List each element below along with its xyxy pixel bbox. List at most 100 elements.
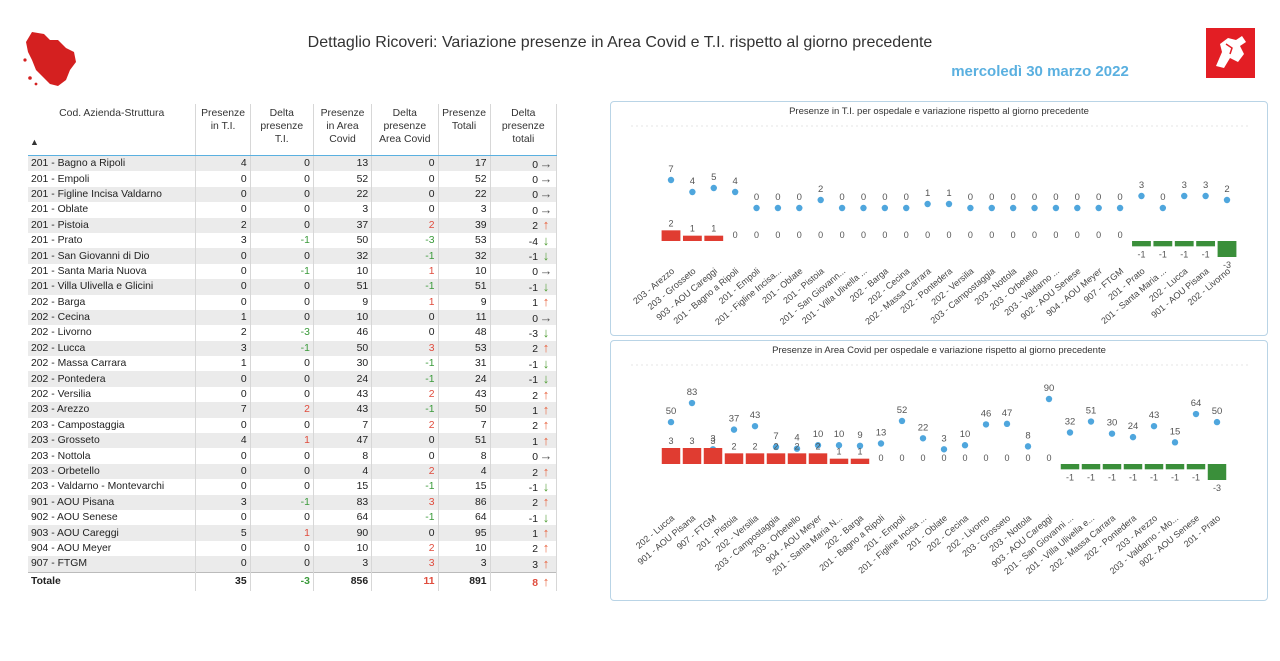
table-row[interactable]: 203 - Orbetello 0 0 4 2 4 2 ↑ bbox=[28, 463, 558, 480]
dot-point[interactable] bbox=[710, 184, 717, 192]
table-row[interactable]: 201 - Empoli 0 0 52 0 52 0 → bbox=[28, 171, 558, 187]
column-header-delta-totali[interactable]: Delta presenze totali bbox=[490, 104, 558, 156]
table-row[interactable]: 203 - Grosseto 4 1 47 0 51 1 ↑ bbox=[28, 433, 558, 449]
table-row[interactable]: 907 - FTGM 0 0 3 3 3 3 ↑ bbox=[28, 556, 558, 573]
table-row[interactable]: 201 - Prato 3 -1 50 -3 53 -4 ↓ bbox=[28, 232, 558, 249]
table-row[interactable]: 201 - San Giovanni di Dio 0 0 32 -1 32 -1 ↓ bbox=[28, 248, 558, 264]
table-row[interactable]: 202 - Livorno 2 -3 46 0 48 -3 ↓ bbox=[28, 325, 558, 341]
dot-point[interactable] bbox=[1052, 204, 1060, 212]
table-row[interactable]: 202 - Barga 0 0 9 1 9 1 ↑ bbox=[28, 294, 558, 310]
dot-point[interactable] bbox=[1066, 429, 1074, 436]
delta-bar[interactable] bbox=[661, 230, 681, 241]
dot-point[interactable] bbox=[1223, 196, 1231, 204]
table-row[interactable]: 203 - Arezzo 7 2 43 -1 50 1 ↑ bbox=[28, 402, 558, 418]
dot-point[interactable] bbox=[838, 204, 846, 212]
delta-bar[interactable] bbox=[1102, 464, 1122, 470]
table-row[interactable]: 201 - Oblate 0 0 3 0 3 0 → bbox=[28, 202, 558, 218]
column-header-struttura[interactable]: Cod. Azienda-Struttura ▲ bbox=[28, 104, 197, 156]
dot-point[interactable] bbox=[898, 417, 906, 425]
delta-bar[interactable] bbox=[850, 458, 870, 464]
table-row[interactable]: 201 - Santa Maria Nuova 0 -1 10 1 10 0 → bbox=[28, 263, 558, 280]
dot-point[interactable] bbox=[1108, 430, 1116, 437]
delta-bar[interactable] bbox=[1144, 464, 1164, 470]
delta-bar[interactable] bbox=[1060, 464, 1080, 470]
dot-point[interactable] bbox=[1213, 418, 1221, 426]
delta-bar[interactable] bbox=[682, 235, 702, 241]
dot-point[interactable] bbox=[1159, 204, 1167, 212]
column-header-delta-ti[interactable]: Delta presenze T.I. bbox=[250, 104, 314, 156]
dot-point[interactable] bbox=[1138, 192, 1145, 200]
dot-point[interactable] bbox=[1116, 204, 1124, 212]
dot-point[interactable] bbox=[774, 204, 782, 212]
table-row[interactable]: 901 - AOU Pisana 3 -1 83 3 86 2 ↑ bbox=[28, 494, 558, 510]
dot-point[interactable] bbox=[1171, 439, 1179, 446]
dot-point[interactable] bbox=[772, 443, 780, 451]
dot-point[interactable] bbox=[856, 442, 864, 449]
dot-point[interactable] bbox=[793, 445, 801, 452]
dot-point[interactable] bbox=[903, 204, 910, 212]
column-header-presenze-covid[interactable]: Presenze in Area Covid bbox=[313, 104, 373, 156]
dot-point[interactable] bbox=[1031, 204, 1038, 212]
table-row[interactable]: 203 - Campostaggia 0 0 7 2 7 2 ↑ bbox=[28, 417, 558, 434]
table-row[interactable]: 202 - Massa Carrara 1 0 30 -1 31 -1 ↓ bbox=[28, 356, 558, 372]
column-header-presenze-totali[interactable]: Presenze Totali bbox=[438, 104, 491, 156]
table-row[interactable]: 201 - Pistoia 2 0 37 2 39 2 ↑ bbox=[28, 217, 558, 233]
delta-bar[interactable] bbox=[1174, 241, 1194, 247]
dot-point[interactable] bbox=[667, 418, 675, 426]
dot-point[interactable] bbox=[940, 446, 948, 453]
delta-bar[interactable] bbox=[1196, 241, 1216, 247]
table-row[interactable]: 902 - AOU Senese 0 0 64 -1 64 -1 ↓ bbox=[28, 509, 558, 526]
column-header-delta-covid[interactable]: Delta presenze Area Covid bbox=[371, 104, 439, 156]
column-header-presenze-ti[interactable]: Presenze in T.I. bbox=[195, 104, 251, 156]
delta-bar[interactable] bbox=[703, 448, 723, 464]
dot-point[interactable] bbox=[1129, 433, 1137, 441]
dot-point[interactable] bbox=[730, 426, 738, 433]
dot-point[interactable] bbox=[796, 204, 803, 212]
dot-point[interactable] bbox=[967, 204, 974, 212]
delta-bar[interactable] bbox=[682, 448, 702, 464]
delta-bar[interactable] bbox=[745, 453, 765, 464]
dot-point[interactable] bbox=[835, 442, 843, 449]
dot-point[interactable] bbox=[817, 196, 824, 204]
delta-bar[interactable] bbox=[787, 453, 807, 464]
delta-bar[interactable] bbox=[808, 453, 828, 464]
delta-bar[interactable] bbox=[1186, 464, 1206, 470]
dot-point[interactable] bbox=[1181, 192, 1188, 200]
sort-ascending-icon[interactable]: ▲ bbox=[30, 137, 39, 147]
dot-point[interactable] bbox=[753, 204, 760, 212]
dot-point[interactable] bbox=[814, 442, 822, 449]
dot-point[interactable] bbox=[1045, 395, 1053, 403]
dot-point[interactable] bbox=[881, 204, 889, 212]
delta-bar[interactable] bbox=[704, 235, 724, 241]
delta-bar[interactable] bbox=[1207, 464, 1227, 480]
delta-bar[interactable] bbox=[1165, 464, 1185, 470]
dot-point[interactable] bbox=[860, 204, 867, 212]
delta-bar[interactable] bbox=[829, 458, 849, 464]
delta-bar[interactable] bbox=[766, 453, 786, 464]
dot-point[interactable] bbox=[988, 204, 995, 212]
dot-point[interactable] bbox=[751, 422, 759, 430]
dot-point[interactable] bbox=[877, 440, 885, 447]
table-row[interactable]: 202 - Lucca 3 -1 50 3 53 2 ↑ bbox=[28, 340, 558, 357]
dot-point[interactable] bbox=[1202, 192, 1209, 200]
dot-point[interactable] bbox=[689, 188, 696, 196]
table-row[interactable]: 203 - Valdarno - Montevarchi 0 0 15 -1 15 -1 ↓ bbox=[28, 479, 558, 495]
table-row[interactable]: 201 - Villa Ulivella e Glicini 0 0 51 -1 51 -1… bbox=[28, 279, 558, 295]
delta-bar[interactable] bbox=[1153, 241, 1173, 247]
dot-point[interactable] bbox=[1192, 410, 1200, 418]
dot-point[interactable] bbox=[1009, 204, 1017, 212]
dot-point[interactable] bbox=[919, 435, 927, 442]
table-row[interactable]: 203 - Nottola 0 0 8 0 8 0 → bbox=[28, 448, 558, 464]
delta-bar[interactable] bbox=[1132, 241, 1151, 247]
total-row[interactable]: Totale 35 -3 856 11 891 8 ↑ bbox=[28, 571, 558, 591]
table-row[interactable]: 904 - AOU Meyer 0 0 10 2 10 2 ↑ bbox=[28, 540, 558, 557]
dot-point[interactable] bbox=[945, 200, 953, 208]
delta-bar[interactable] bbox=[1217, 241, 1237, 257]
delta-bar[interactable] bbox=[1081, 464, 1101, 470]
table-row[interactable]: 903 - AOU Careggi 5 1 90 0 95 1 ↑ bbox=[28, 525, 558, 541]
dot-point[interactable] bbox=[1095, 204, 1102, 212]
table-row[interactable]: 202 - Versilia 0 0 43 2 43 2 ↑ bbox=[28, 386, 558, 403]
dot-point[interactable] bbox=[1074, 204, 1081, 212]
delta-bar[interactable] bbox=[724, 453, 744, 464]
dot-point[interactable] bbox=[982, 421, 990, 428]
